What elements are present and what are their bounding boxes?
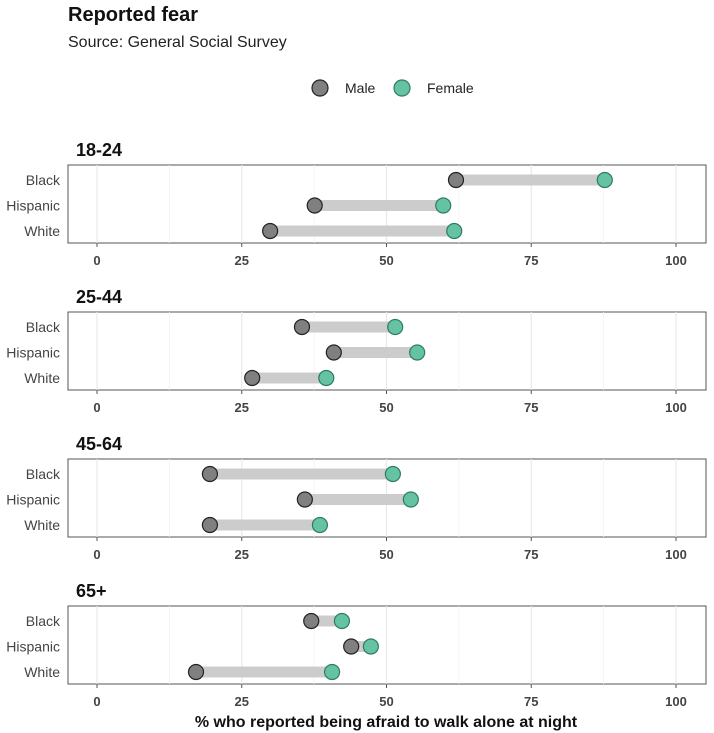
y-tick-label: Black (26, 319, 61, 335)
female-point (318, 369, 335, 387)
y-tick-label: White (24, 370, 60, 386)
x-tick-label: 25 (235, 694, 249, 709)
legend-marker-female (393, 79, 411, 97)
x-tick-label: 100 (665, 694, 687, 709)
panel-title: 45-64 (76, 434, 122, 454)
x-tick-label: 25 (235, 547, 249, 562)
x-tick-label: 75 (524, 547, 538, 562)
female-point (311, 516, 329, 534)
male-point (187, 663, 205, 681)
female-point (323, 663, 341, 681)
panel-title: 25-44 (76, 287, 122, 307)
x-tick-label: 50 (379, 694, 393, 709)
male-point (306, 197, 323, 214)
chart-title: Reported fear (68, 4, 199, 26)
female-point (333, 612, 351, 630)
x-tick-label: 0 (93, 547, 100, 562)
male-point (343, 638, 360, 655)
male-point (296, 491, 313, 508)
chart-subtitle: Source: General Social Survey (68, 34, 287, 51)
male-point (293, 318, 311, 336)
legend-label-female: Female (427, 80, 474, 96)
panel-title: 65+ (76, 581, 107, 601)
female-point (387, 318, 404, 336)
x-tick-label: 0 (93, 694, 100, 709)
x-tick-label: 100 (665, 253, 687, 268)
y-tick-label: White (24, 223, 60, 239)
male-point (325, 344, 342, 361)
panel-title: 18-24 (76, 140, 122, 160)
y-tick-label: White (24, 517, 60, 533)
female-point (384, 465, 401, 483)
x-axis-label: % who reported being afraid to walk alon… (195, 714, 578, 731)
male-point (262, 222, 279, 240)
x-tick-label: 100 (665, 400, 687, 415)
y-tick-label: Black (26, 172, 61, 188)
y-tick-label: White (24, 664, 60, 680)
female-point (596, 171, 613, 189)
female-point (435, 197, 452, 214)
male-point (201, 516, 219, 534)
x-tick-label: 50 (379, 547, 393, 562)
y-tick-label: Hispanic (6, 345, 60, 361)
y-tick-label: Hispanic (6, 639, 60, 655)
x-tick-label: 50 (379, 253, 393, 268)
y-tick-label: Black (26, 613, 61, 629)
legend-label-male: Male (345, 80, 376, 96)
male-point (447, 171, 465, 189)
x-tick-label: 75 (524, 253, 538, 268)
y-tick-label: Hispanic (6, 198, 60, 214)
female-point (362, 638, 379, 655)
x-tick-label: 0 (93, 253, 100, 268)
female-point (446, 222, 463, 240)
legend-marker-male (311, 79, 329, 97)
x-tick-label: 0 (93, 400, 100, 415)
male-point (201, 465, 219, 483)
x-tick-label: 75 (524, 400, 538, 415)
x-tick-label: 100 (665, 547, 687, 562)
x-tick-label: 75 (524, 694, 538, 709)
male-point (303, 612, 320, 630)
x-tick-label: 50 (379, 400, 393, 415)
y-tick-label: Hispanic (6, 492, 60, 508)
female-point (409, 344, 426, 361)
female-point (402, 491, 419, 508)
x-tick-label: 25 (235, 400, 249, 415)
male-point (244, 369, 261, 387)
y-tick-label: Black (26, 466, 61, 482)
x-tick-label: 25 (235, 253, 249, 268)
